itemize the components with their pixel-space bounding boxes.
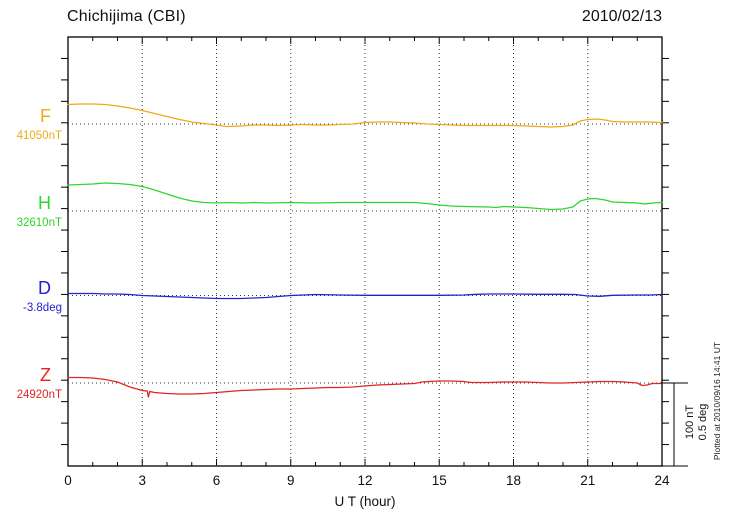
series-h-letter: H — [38, 193, 51, 213]
x-tick-label: 0 — [64, 473, 72, 488]
x-tick-label: 3 — [138, 473, 146, 488]
x-tick-label: 21 — [580, 473, 596, 488]
plotted-at-note: Plotted at 2010/09/16 14:41 UT — [712, 341, 722, 461]
series-d-reference: -3.8deg — [22, 301, 62, 314]
x-axis-label: U T (hour) — [334, 494, 396, 509]
series-h-reference: 32610nT — [16, 217, 62, 229]
series-z-reference: 24920nT — [16, 389, 62, 401]
series-label-d: D -3.8deg — [0, 277, 63, 314]
series-d-letter: D — [38, 277, 51, 298]
series-f-letter: F — [40, 106, 51, 126]
x-axis-tick-labels: 0 3 6 9 12 15 18 21 24 — [0, 473, 730, 489]
series-z-letter: Z — [40, 365, 51, 385]
date-label: 2010/02/13 — [581, 8, 662, 25]
x-tick-label: 9 — [286, 473, 295, 488]
scale-bar-label-deg: 0.5 deg — [697, 403, 709, 441]
x-tick-label: 24 — [654, 473, 670, 488]
series-label-f: F 41050nT — [0, 106, 63, 142]
x-tick-label: 12 — [357, 473, 373, 488]
scale-bar-label-nt: 100 nT — [684, 404, 696, 440]
station-title: Chichijima (CBI) — [67, 8, 186, 25]
scale-bar-label: 100 nT 0.5 deg — [684, 377, 710, 467]
series-label-z: Z 24920nT — [0, 365, 63, 401]
series-f-reference: 41050nT — [16, 130, 62, 142]
x-tick-label: 18 — [505, 473, 522, 488]
x-tick-label: 6 — [212, 473, 221, 488]
x-tick-label: 15 — [431, 473, 447, 488]
series-label-h: H 32610nT — [0, 193, 63, 229]
